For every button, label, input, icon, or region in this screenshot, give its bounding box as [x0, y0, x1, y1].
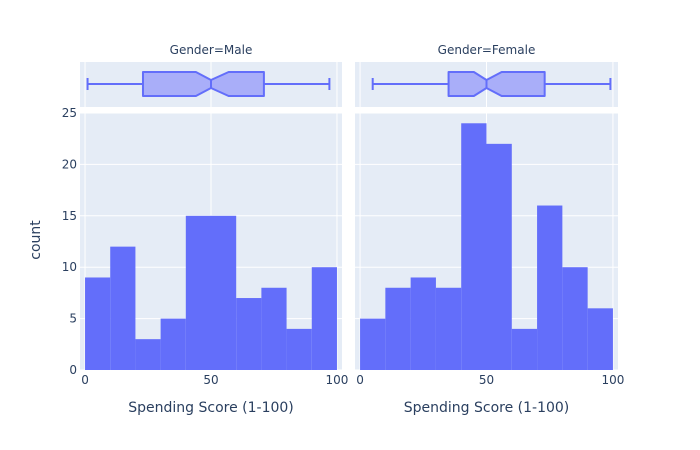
box-body: [447, 71, 546, 97]
y-tick-label: 10: [62, 260, 77, 274]
histogram-bar: [537, 205, 563, 370]
histogram-bar: [236, 298, 262, 370]
x-tick-label: 100: [326, 373, 349, 387]
histogram-bar: [311, 267, 337, 370]
x-tick-label: 50: [479, 373, 494, 387]
box-body: [141, 71, 265, 97]
histogram-bar: [110, 246, 136, 370]
histogram-bar: [461, 123, 487, 370]
histogram-bar: [587, 308, 613, 370]
y-tick-label: 0: [69, 363, 77, 377]
histogram-bar: [511, 328, 538, 370]
histogram-bar: [261, 287, 287, 370]
histogram-bar: [410, 277, 436, 370]
histogram-bar: [360, 318, 386, 370]
y-tick-label: 20: [62, 157, 77, 171]
facet-title: Gender=Female: [438, 43, 536, 57]
y-axis-title: count: [28, 220, 44, 260]
x-tick-label: 100: [601, 373, 624, 387]
facet-title: Gender=Male: [170, 43, 253, 57]
y-tick-label: 5: [69, 312, 77, 326]
histogram-bar: [562, 267, 588, 370]
facet-panel-male: Gender=Male 0 50 100 0 5 10 15 20 25 Spending Scor…: [62, 43, 349, 416]
x-tick-label: 0: [81, 373, 89, 387]
facet-panel-female: Gender=Female 0 50 100 Spending Score (1-100…: [355, 43, 624, 416]
y-tick-label: 25: [62, 106, 77, 120]
x-axis-title: Spending Score (1-100): [404, 400, 570, 416]
x-tick-label: 50: [203, 373, 218, 387]
histogram-bar: [286, 328, 312, 370]
x-axis-title: Spending Score (1-100): [128, 400, 294, 416]
histogram-bar: [211, 215, 237, 370]
y-tick-label: 15: [62, 209, 77, 223]
histogram-bar: [185, 215, 211, 370]
histogram-bar: [135, 339, 161, 370]
histogram-bar: [435, 287, 462, 370]
x-tick-label: 0: [356, 373, 364, 387]
histogram-bar: [486, 143, 512, 370]
histogram-bar: [85, 277, 111, 370]
histogram-bar: [160, 318, 186, 370]
histogram-bar: [385, 287, 411, 370]
